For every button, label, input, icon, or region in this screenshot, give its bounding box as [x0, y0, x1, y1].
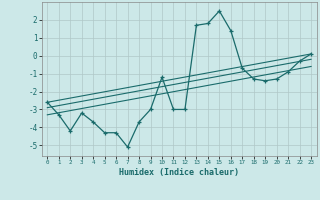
X-axis label: Humidex (Indice chaleur): Humidex (Indice chaleur)	[119, 168, 239, 177]
